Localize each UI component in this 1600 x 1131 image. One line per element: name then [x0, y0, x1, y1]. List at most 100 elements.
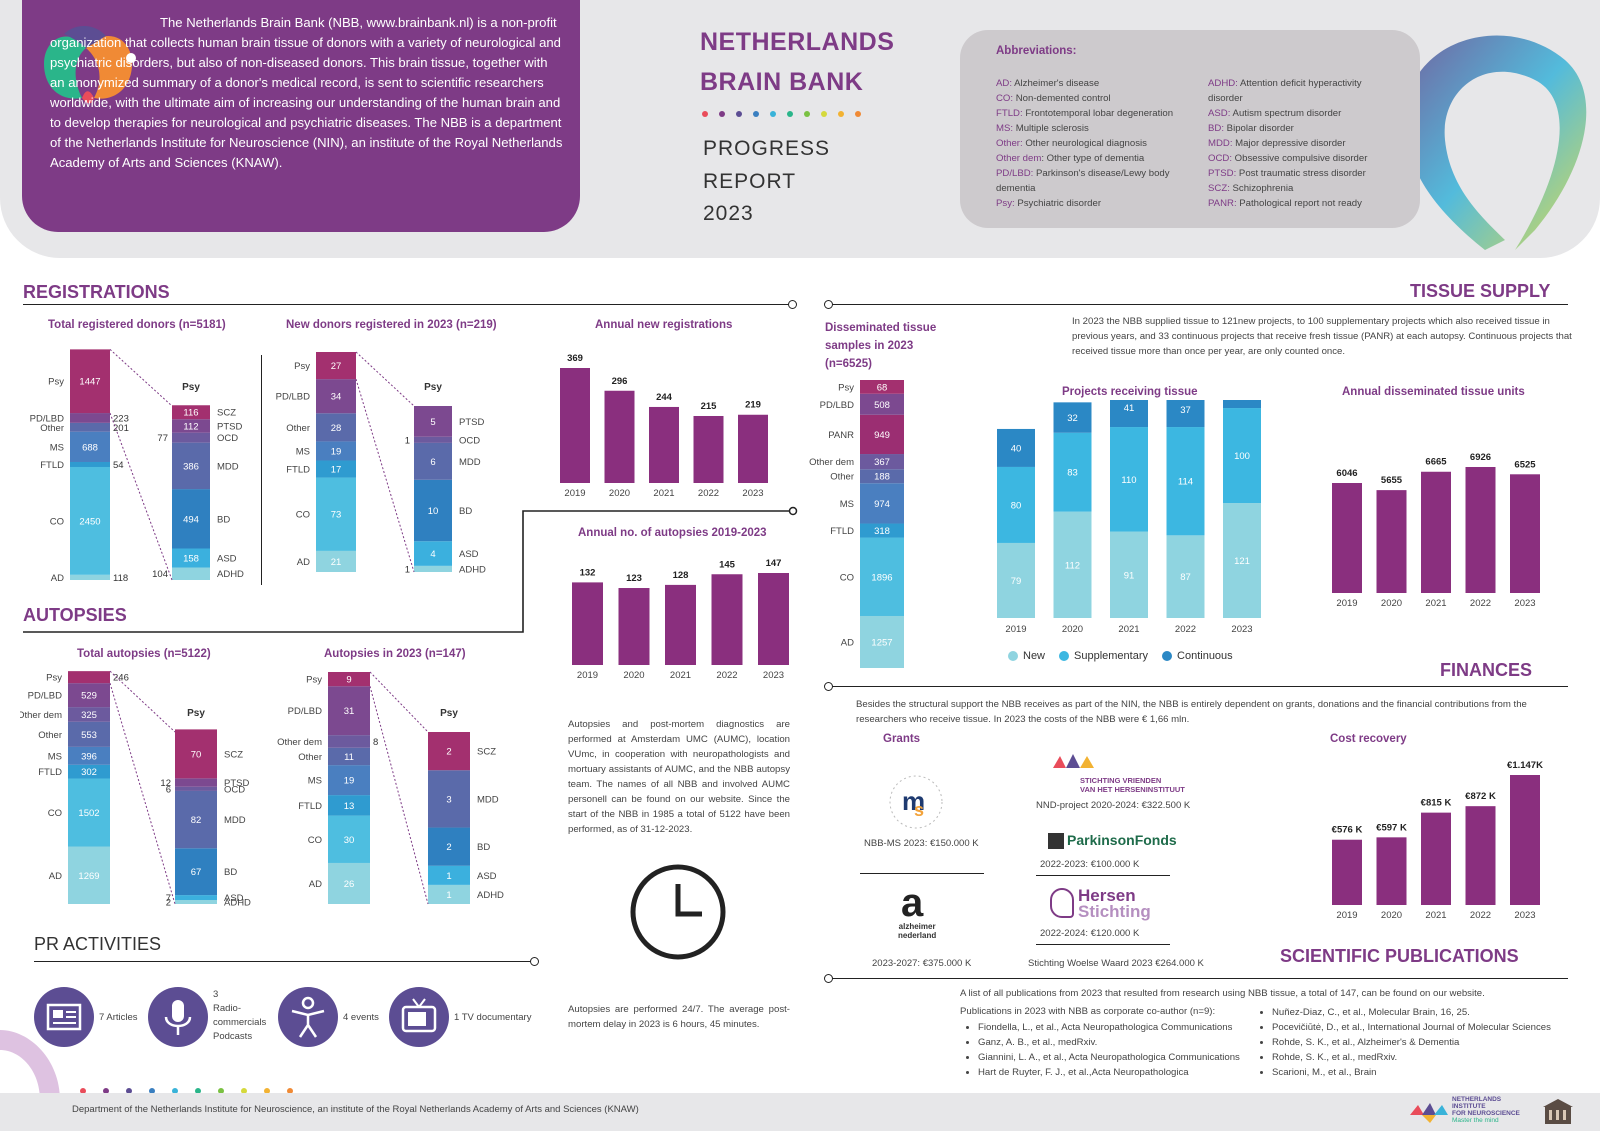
project-segment-new	[1166, 535, 1205, 618]
publication-item: Fiondella, L., et al., Acta Neuropatholo…	[978, 1020, 1240, 1035]
project-value: 79	[1011, 576, 1022, 587]
stack-segment-ftld	[68, 764, 110, 779]
stack-segment-pdlbd	[316, 379, 356, 414]
abbreviation-row: MS: Multiple sclerosis	[996, 123, 1089, 134]
finances-paragraph: Besides the structural support the NBB r…	[856, 699, 1527, 725]
bar-category: 2023	[1514, 910, 1535, 921]
bar	[560, 368, 590, 483]
segment-label: FTLD	[40, 460, 64, 471]
psy-label: PTSD	[217, 421, 242, 432]
ms-research-logo-icon: m s	[889, 775, 943, 829]
nin-logo-text: NETHERLANDS INSTITUTE FOR NEUROSCIENCE Mast…	[1452, 1096, 1520, 1124]
bar-category: 2022	[1470, 910, 1491, 921]
psy-value: 77	[157, 433, 168, 444]
bar-value: €1.147K	[1507, 760, 1543, 771]
psy-label: PTSD	[459, 417, 484, 428]
psy-label: BD	[459, 506, 472, 517]
chart-divider	[261, 355, 262, 585]
color-dot	[80, 1088, 86, 1094]
abbreviation-row: PD/LBD: Parkinson's disease/Lewy body	[996, 168, 1170, 179]
bar-category: 2020	[1381, 910, 1402, 921]
stack-segment-psy	[860, 380, 904, 394]
connector-line	[109, 412, 173, 581]
parkinsonfonds-logo: ParkinsonFonds	[1048, 832, 1177, 850]
chart-title: Annual no. of autopsies 2019-2023	[578, 527, 767, 539]
segment-value: 27	[331, 361, 342, 372]
segment-value: 19	[331, 446, 342, 457]
svh-logo-icon	[1053, 754, 1094, 768]
footer-text: Department of the Netherlands Institute …	[72, 1104, 639, 1115]
segment-label: Other	[40, 423, 64, 434]
projects-receiving-chart: 79 80 40 2019 112 83 32 2020 91 110 41 2021 87 114 37 2…	[997, 400, 1261, 635]
segment-value: 73	[331, 510, 342, 521]
publication-item: Rohde, S. K., et al., medRxiv.	[1272, 1050, 1551, 1065]
project-segment-new	[1223, 503, 1261, 618]
segment-value: 367	[874, 457, 890, 468]
autopsies-line	[23, 506, 798, 633]
segment-label: MS	[308, 776, 322, 787]
psy-segment-ocd	[175, 786, 217, 791]
chart-title: Autopsies in 2023 (n=147)	[324, 648, 466, 660]
segment-value: 529	[81, 691, 97, 702]
bar-value: 147	[766, 558, 782, 569]
bar	[1465, 467, 1496, 593]
bar-value: €815 K	[1421, 798, 1452, 809]
tissue-paragraph: In 2023 the NBB supplied tissue to 121ne…	[1072, 316, 1572, 357]
stack-segment-other	[860, 469, 904, 484]
stack-segment-psy	[68, 671, 110, 684]
psy-value: 70	[191, 749, 202, 760]
microphone-icon	[148, 987, 208, 1047]
psy-value: 10	[428, 506, 439, 517]
segment-label: CO	[50, 516, 64, 527]
bar-value: €872 K	[1465, 791, 1496, 802]
grant-divider	[1036, 875, 1170, 876]
segment-label: FTLD	[298, 801, 322, 812]
psy-label: MDD	[459, 457, 481, 468]
psy-value: 112	[183, 421, 198, 432]
psy-value: 7	[166, 893, 171, 904]
psy-label: ASD	[224, 893, 244, 904]
stack-segment-otherdem	[328, 735, 370, 748]
line-end-dot	[824, 682, 833, 691]
bar-value: 128	[673, 570, 689, 581]
publications-list-right: Nuñez-Diaz, C., et al., Molecular Brain,…	[1256, 1005, 1551, 1080]
psy-label: MDD	[217, 461, 239, 472]
color-dots	[702, 111, 861, 117]
segment-value: 9	[346, 675, 351, 686]
finances-line	[828, 686, 1568, 687]
bar	[1421, 471, 1451, 593]
psy-label: BD	[224, 867, 237, 878]
grant-label: 2022-2024: €120.000 K	[1040, 928, 1140, 939]
pr-articles-label: 7 Articles	[99, 1012, 138, 1023]
psy-label: ADHD	[224, 898, 251, 909]
abbreviation-row: ADHD: Attention deficit hyperactivity	[1208, 78, 1362, 89]
psy-value: 6	[166, 784, 171, 795]
bar	[693, 415, 724, 483]
grant-label: NBB-MS 2023: €150.000 K	[864, 838, 979, 849]
bar-category: 2023	[1514, 598, 1535, 609]
bar-value: 215	[701, 401, 718, 412]
projects-legend: New Supplementary Continuous	[1008, 650, 1233, 662]
bar-value: 132	[580, 567, 596, 578]
line-end-dot	[824, 974, 833, 983]
segment-value: 19	[344, 776, 355, 787]
abbreviation-row: Other dem: Other type of dementia	[996, 153, 1145, 164]
psy-label: MDD	[477, 794, 499, 805]
segment-label: PD/LBD	[820, 400, 854, 411]
bar	[1332, 839, 1362, 905]
stack-segment-pdlbd	[860, 393, 904, 415]
project-value: 100	[1234, 451, 1250, 462]
segment-label: MS	[50, 442, 64, 453]
segment-value: 325	[81, 710, 97, 721]
color-dot	[804, 111, 810, 117]
segment-value: 31	[344, 706, 355, 717]
segment-value: 1896	[871, 572, 892, 583]
svh-logo-text: STICHTING VRIENDEN VAN HET HERSENINSTITUU…	[1080, 776, 1185, 794]
pr-events-label: 4 events	[343, 1012, 379, 1023]
segment-value: 30	[344, 835, 355, 846]
stack-segment-ms	[68, 746, 110, 765]
psy-segment-mdd	[428, 770, 470, 828]
line-end-dot	[530, 957, 539, 966]
bar-category: 2023	[742, 488, 763, 499]
publication-item: Pocevičiūtė, D., et al., International J…	[1272, 1020, 1551, 1035]
